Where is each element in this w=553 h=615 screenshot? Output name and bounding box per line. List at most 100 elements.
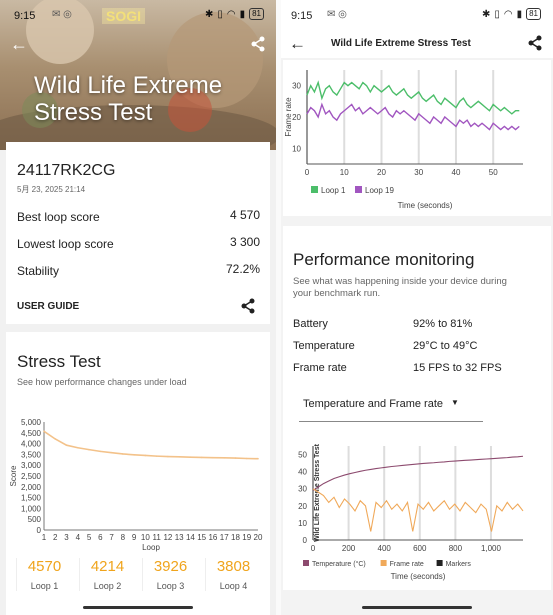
y-tick-label: 0 (37, 526, 42, 535)
performance-card: Performance monitoring See what was happ… (283, 226, 551, 590)
stress-title: Stress Test (17, 352, 101, 371)
stat-label: Temperature (293, 340, 355, 352)
hero-art (0, 0, 276, 150)
x-tick-label: 11 (152, 533, 161, 542)
x-tick-label: 17 (220, 533, 229, 542)
device-name: 24117RK2CG (17, 162, 116, 179)
chart-type-dropdown[interactable]: Temperature and Frame rate ▼ (299, 394, 483, 422)
legend-label: Temperature (°C) (312, 560, 366, 568)
score-card: 24117RK2CG 5月 23, 2025 21:14 Best loop s… (6, 142, 270, 324)
loop-scores: 4570 Loop 1 4214 Loop 2 3926 Loop 3 3808… (16, 558, 266, 604)
score-point (189, 456, 192, 459)
score-point (122, 453, 124, 455)
y-tick-label: 2,500 (21, 472, 42, 481)
score-point (245, 457, 248, 460)
score-point (155, 455, 158, 457)
y-tick-label: 20 (292, 113, 301, 122)
y-tick-label: 10 (292, 144, 301, 153)
signal-icon: ▮ (239, 8, 246, 20)
share-icon (251, 36, 265, 52)
x-tick-label: 10 (141, 533, 150, 542)
x-tick-label: 3 (64, 533, 69, 542)
series-line (312, 455, 524, 491)
x-tick-label: 400 (378, 544, 392, 553)
loop-score-item: 4214 Loop 2 (79, 558, 135, 591)
x-tick-label: 5 (87, 533, 92, 542)
page-title-line1: Wild Life Extreme (34, 72, 223, 99)
loop-score-label: Loop 3 (156, 581, 185, 591)
score-row-lowest: Lowest loop score 3 300 (17, 235, 260, 253)
user-guide-link[interactable]: USER GUIDE (17, 301, 80, 312)
score-label: Stability (17, 264, 60, 278)
y-tick-label: 4,000 (21, 440, 42, 449)
status-icons: ✱ ▯ ◠ ▮ 81 (482, 8, 541, 20)
score-point (54, 438, 57, 440)
x-tick-label: 2 (53, 533, 58, 542)
y-axis-label: Wild Life Extreme Stress Test (314, 443, 321, 542)
y-tick-label: 2,000 (21, 483, 42, 492)
back-button[interactable]: ← (10, 34, 28, 55)
stat-label: Battery (293, 318, 328, 330)
x-tick-label: 9 (132, 533, 137, 542)
legend-swatch (355, 186, 362, 193)
x-tick-label: 1 (42, 533, 47, 542)
share-icon (528, 35, 542, 51)
score-point (133, 454, 135, 456)
loop-score-label: Loop 2 (93, 581, 122, 591)
loop-score-item: 4570 Loop 1 (16, 558, 72, 591)
x-tick-label: 1,000 (481, 544, 502, 553)
app-bar: ← Wild Life Extreme Stress Test (281, 32, 553, 58)
caret-down-icon: ▼ (451, 398, 459, 407)
x-tick-label: 6 (98, 533, 103, 542)
wifi-icon: ◠ (503, 8, 513, 20)
score-label: Lowest loop score (17, 237, 114, 251)
score-value: 72.2% (225, 262, 260, 276)
notification-icons: ✉ ◎ (327, 9, 347, 20)
score-series-line (43, 430, 259, 460)
score-label: Best loop score (17, 210, 100, 224)
y-tick-label: 40 (298, 468, 307, 477)
left-screen: SOGI 9:15 ✉ ◎ ✱ ▯ ◠ ▮ 81 ← Wild Life Ext… (0, 0, 276, 615)
arrow-left-icon: ← (289, 34, 306, 53)
legend-label: Frame rate (390, 561, 424, 568)
share-result-button[interactable] (240, 298, 256, 319)
y-axis-label: Score (9, 465, 18, 486)
battery-icon: 81 (249, 8, 264, 20)
stat-row: Battery 92% to 81% (293, 318, 543, 330)
series-line (312, 488, 524, 532)
series-line (306, 80, 520, 115)
loop-score-label: Loop 1 (30, 581, 59, 591)
score-point (223, 457, 226, 459)
x-tick-label: 10 (340, 168, 349, 177)
page-title-line2: Stress Test (34, 99, 153, 126)
legend-swatch (311, 186, 318, 193)
stat-label: Frame rate (293, 362, 347, 374)
x-tick-label: 0 (305, 168, 310, 177)
legend-swatch (380, 560, 387, 566)
loop-score-value: 4570 (27, 558, 62, 575)
frame-rate-card: 0 10 20 30 40 50 10 20 30 Frame rate Loop 1 Loop 19… (283, 60, 551, 216)
score-row-stability: Stability 72.2% (17, 262, 260, 280)
legend-label: Markers (446, 561, 472, 568)
x-tick-label: 200 (342, 544, 356, 553)
share-button[interactable] (250, 36, 266, 57)
x-axis-label: Time (seconds) (398, 201, 453, 210)
x-tick-label: 13 (175, 533, 184, 542)
perf-title: Performance monitoring (293, 250, 475, 269)
y-tick-label: 1,000 (21, 504, 42, 513)
perf-description: See what was happening inside your devic… (293, 276, 507, 300)
x-tick-label: 15 (197, 533, 206, 542)
x-tick-label: 16 (208, 533, 217, 542)
share-button[interactable] (527, 35, 543, 56)
x-tick-label: 14 (186, 533, 195, 542)
bluetooth-icon: ✱ (204, 8, 214, 20)
loop-score-value: 3926 (153, 558, 188, 575)
back-button[interactable]: ← (289, 34, 306, 54)
stat-value: 29°C to 49°C (413, 340, 478, 352)
hero-illustration (0, 0, 276, 150)
x-tick-label: 4 (76, 533, 81, 542)
app-bar-title: Wild Life Extreme Stress Test (331, 38, 471, 49)
score-point (88, 448, 90, 451)
x-axis-label: Time (seconds) (391, 572, 446, 581)
score-row-best: Best loop score 4 570 (17, 208, 260, 226)
